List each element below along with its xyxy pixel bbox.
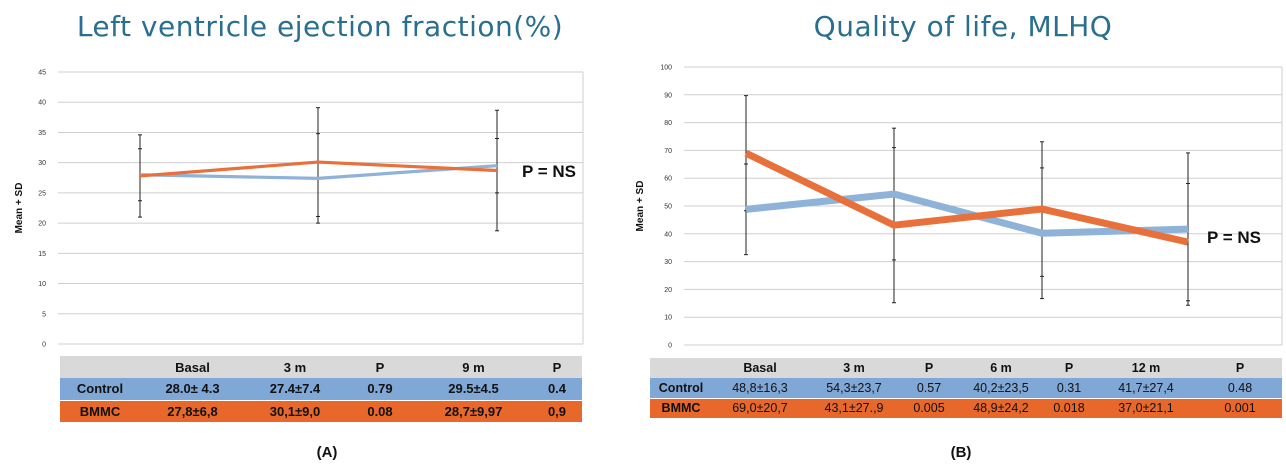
- table-cell: 41,7±27,4: [1094, 378, 1198, 399]
- caption-b: (B): [950, 444, 972, 461]
- y-tick-label: 40: [664, 231, 672, 238]
- table-b-header-cell: [650, 358, 712, 378]
- table-cell: 0.018: [1044, 398, 1094, 418]
- table-a-header-cell: 3 m: [245, 356, 345, 378]
- y-tick-label: 20: [38, 221, 46, 228]
- table-a-row-bmmc: BMMC 27,8±6,8 30,1±9,0 0.08 28,7±9,97 0,…: [60, 400, 582, 422]
- table-a: Basal 3 m P 9 m P Control 28.0± 4.3 27.4…: [60, 356, 582, 422]
- table-cell: 43,1±27.,9: [808, 398, 900, 418]
- y-tick-label: 30: [38, 160, 46, 167]
- table-a-row-control: Control 28.0± 4.3 27.4±7.4 0.79 29.5±4.5…: [60, 378, 582, 401]
- y-tick-label: 40: [38, 100, 46, 107]
- table-a-header-cell: [60, 356, 140, 378]
- y-tick-label: 100: [660, 65, 672, 72]
- table-b-header-cell: P: [1044, 358, 1094, 378]
- table-cell: 69,0±20,7: [712, 398, 808, 418]
- p-ns-annotation: P = NS: [1207, 228, 1261, 247]
- table-cell: 27.4±7.4: [245, 378, 345, 401]
- table-a-header-cell: Basal: [140, 356, 245, 378]
- y-axis-label: Mean + SD: [14, 183, 25, 234]
- caption-a: (A): [316, 444, 338, 461]
- table-cell: 0.31: [1044, 378, 1094, 399]
- table-b: Basal 3 m P 6 m P 12 m P Control 48,8±16…: [650, 358, 1282, 418]
- y-tick-label: 80: [664, 120, 672, 127]
- table-cell: 27,8±6,8: [140, 400, 245, 422]
- table-cell: 48,9±24,2: [958, 398, 1044, 418]
- table-cell: 29.5±4.5: [415, 378, 532, 401]
- table-cell: 0.08: [345, 400, 415, 422]
- series-line-control: [139, 164, 498, 180]
- y-tick-label: 70: [664, 148, 672, 155]
- table-b-header: Basal 3 m P 6 m P 12 m P: [650, 358, 1282, 378]
- y-tick-label: 5: [42, 311, 46, 318]
- table-cell: 0,9: [532, 400, 582, 422]
- table-b-header-cell: Basal: [712, 358, 808, 378]
- table-cell: 0.005: [900, 398, 958, 418]
- y-tick-label: 20: [664, 287, 672, 294]
- table-a-header: Basal 3 m P 9 m P: [60, 356, 582, 378]
- y-tick-label: 10: [38, 281, 46, 288]
- table-cell: 40,2±23,5: [958, 378, 1044, 399]
- y-tick-label: 0: [42, 342, 46, 349]
- y-tick-label: 0: [668, 343, 672, 350]
- table-b-header-cell: P: [900, 358, 958, 378]
- table-cell: 28.0± 4.3: [140, 378, 245, 401]
- table-cell: 0.79: [345, 378, 415, 401]
- table-cell: 48,8±16,3: [712, 378, 808, 399]
- table-cell: 28,7±9,97: [415, 400, 532, 422]
- table-b-row-bmmc: BMMC 69,0±20,7 43,1±27.,9 0.005 48,9±24,…: [650, 398, 1282, 418]
- y-axis-label: Mean + SD: [635, 181, 646, 232]
- y-tick-label: 35: [38, 130, 46, 137]
- p-ns-annotation: P = NS: [522, 162, 576, 181]
- y-tick-label: 30: [664, 259, 672, 266]
- table-cell: 0.4: [532, 378, 582, 401]
- table-cell: Control: [60, 378, 140, 401]
- table-cell: 37,0±21,1: [1094, 398, 1198, 418]
- panel-a: Left ventricle ejection fraction(%): [0, 0, 640, 469]
- table-a-header-cell: P: [345, 356, 415, 378]
- table-b-row-control: Control 48,8±16,3 54,3±23,7 0.57 40,2±23…: [650, 378, 1282, 399]
- table-b-header-cell: 3 m: [808, 358, 900, 378]
- y-tick-label: 50: [664, 204, 672, 211]
- table-cell: BMMC: [60, 400, 140, 422]
- chart-b: 0 10 20 30 40 50 60 70 80 90 100 Mean + SD P = NS: [635, 65, 1283, 350]
- table-cell: 0.57: [900, 378, 958, 399]
- table-b-header-cell: P: [1198, 358, 1282, 378]
- y-tick-label: 45: [38, 70, 46, 77]
- table-cell: Control: [650, 378, 712, 399]
- table-a-header-cell: P: [532, 356, 582, 378]
- series-line-bmmc: [139, 160, 498, 178]
- table-cell: 0.001: [1198, 398, 1282, 418]
- y-tick-label: 10: [664, 315, 672, 322]
- series-line-bmmc: [744, 150, 1189, 246]
- chart-b-title: Quality of life, MLHQ: [813, 10, 1113, 43]
- table-cell: 0.48: [1198, 378, 1282, 399]
- table-b-header-cell: 12 m: [1094, 358, 1198, 378]
- table-cell: 30,1±9,0: [245, 400, 345, 422]
- y-tick-label: 15: [38, 251, 46, 258]
- y-tick-label: 90: [664, 92, 672, 99]
- y-tick-label: 25: [38, 190, 46, 197]
- y-tick-label: 60: [664, 176, 672, 183]
- table-cell: BMMC: [650, 398, 712, 418]
- chart-a-title: Left ventricle ejection fraction(%): [76, 10, 564, 43]
- panel-b: Quality of life, MLHQ: [640, 0, 1286, 469]
- chart-a: 0 5 10 15 20 25 30 35 40 45 Mean + SD P = NS: [14, 70, 584, 349]
- table-a-header-cell: 9 m: [415, 356, 532, 378]
- table-b-header-cell: 6 m: [958, 358, 1044, 378]
- table-cell: 54,3±23,7: [808, 378, 900, 399]
